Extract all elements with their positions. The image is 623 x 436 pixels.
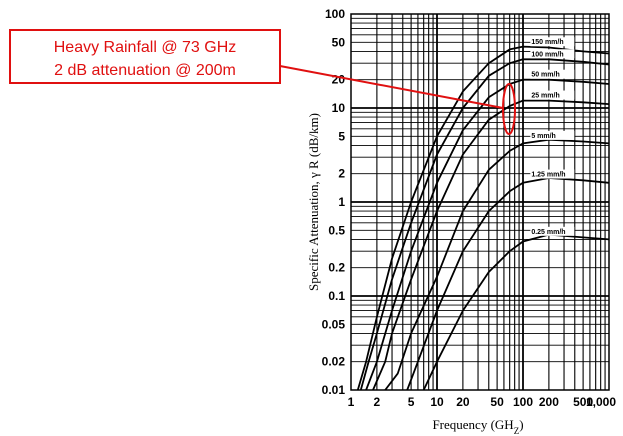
series-labels: 150 mm/h 100 mm/h 50 mm/h 25 mm/h 5 mm/h 1.25… bbox=[530, 37, 575, 236]
annotation-line-2: 2 dB attenuation @ 200m bbox=[54, 62, 236, 79]
series-line-4 bbox=[384, 138, 610, 391]
annotation-leader-line bbox=[279, 65, 504, 109]
series-label: 100 mm/h bbox=[531, 51, 563, 58]
y-tick-label: 10 bbox=[332, 101, 346, 115]
series-label-bg bbox=[530, 37, 575, 47]
series-label: 50 mm/h bbox=[531, 72, 559, 79]
x-tick-label: 20 bbox=[456, 395, 470, 409]
y-axis-label: Specific Attenuation, γ R (dB/km) bbox=[306, 113, 321, 291]
x-tick-label: 10 bbox=[430, 395, 444, 409]
series-line-3 bbox=[372, 99, 610, 391]
x-tick-label: 50 bbox=[490, 395, 504, 409]
y-tick-labels: 0.01 0.02 0.05 0.1 0.2 0.5 1 2 5 10 20 50 100 bbox=[322, 7, 346, 397]
y-tick-label: 20 bbox=[332, 73, 346, 87]
x-tick-label: 1,000 bbox=[586, 395, 616, 409]
series-line-6 bbox=[422, 233, 610, 391]
annotation-line-1: Heavy Rainfall @ 73 GHz bbox=[54, 39, 237, 56]
x-tick-label: 2 bbox=[374, 395, 381, 409]
y-tick-label: 1 bbox=[338, 195, 345, 209]
y-tick-label: 0.2 bbox=[328, 261, 345, 275]
series-label: 150 mm/h bbox=[531, 39, 563, 46]
series-label-bg bbox=[530, 226, 575, 236]
x-tick-label: 200 bbox=[539, 395, 559, 409]
annotation-box bbox=[9, 29, 281, 84]
annotation-highlight-ellipse bbox=[502, 83, 516, 135]
series-lines bbox=[356, 45, 610, 391]
series-label: 5 mm/h bbox=[531, 133, 556, 140]
x-tick-label: 5 bbox=[408, 395, 415, 409]
x-tick-label: 100 bbox=[513, 395, 533, 409]
x-axis-label: Frequency (GHZ) bbox=[432, 417, 523, 436]
series-label-bg bbox=[530, 130, 575, 140]
x-tick-label: 500 bbox=[573, 395, 593, 409]
y-tick-label: 2 bbox=[338, 167, 345, 181]
y-tick-label: 5 bbox=[338, 129, 345, 143]
series-line-1 bbox=[359, 58, 610, 391]
series-label-bg bbox=[530, 169, 575, 179]
y-tick-label: 50 bbox=[332, 35, 346, 49]
y-tick-label: 100 bbox=[325, 7, 345, 21]
series-line-5 bbox=[406, 177, 610, 391]
plot-frame: 150 mm/h 100 mm/h 50 mm/h 25 mm/h 5 mm/h 1.25… bbox=[350, 13, 610, 391]
series-line-0 bbox=[356, 45, 610, 391]
series-label-bg bbox=[530, 49, 575, 59]
series-label: 1.25 mm/h bbox=[531, 172, 565, 179]
y-tick-label: 0.05 bbox=[322, 317, 346, 331]
y-tick-label: 0.1 bbox=[328, 289, 345, 303]
x-tick-label: 1 bbox=[348, 395, 355, 409]
y-tick-label: 0.5 bbox=[328, 223, 345, 237]
series-label: 0.25 mm/h bbox=[531, 229, 565, 236]
series-label: 25 mm/h bbox=[531, 93, 559, 100]
series-label-bg bbox=[530, 69, 575, 79]
series-line-2 bbox=[365, 78, 610, 391]
annotation-callout: Heavy Rainfall @ 73 GHz 2 dB attenuation… bbox=[9, 29, 516, 135]
y-tick-label: 0.01 bbox=[322, 383, 346, 397]
y-tick-label: 0.02 bbox=[322, 355, 346, 369]
series-label-bg bbox=[530, 90, 575, 100]
